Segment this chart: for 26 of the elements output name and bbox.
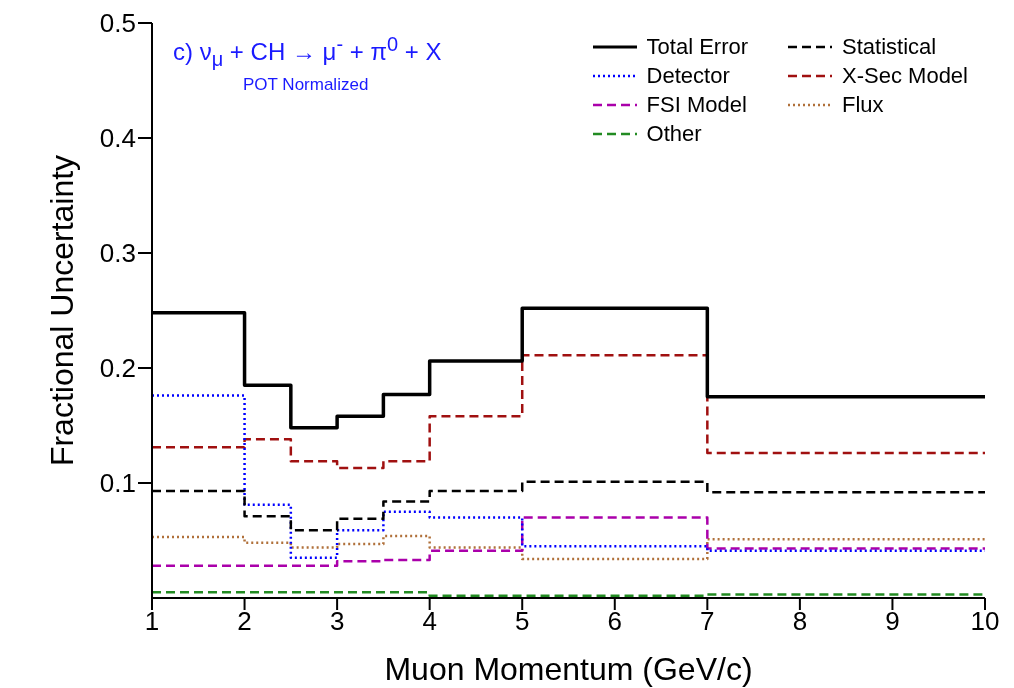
x-tick-label: 1 (144, 606, 160, 637)
legend-label: Other (646, 120, 702, 147)
x-tick-label: 3 (329, 606, 345, 637)
y-tick-label: 0.2 (99, 353, 136, 384)
annotation: POT Normalized (243, 74, 370, 95)
x-tick-label: 7 (700, 606, 715, 637)
x-tick-label: 10 (970, 606, 1000, 637)
legend-label: Detector (646, 62, 730, 89)
legend-label: Total Error (646, 33, 749, 60)
legend-label: Statistical (842, 33, 937, 60)
legend-label: Flux (842, 91, 884, 118)
x-tick-label: 4 (422, 606, 437, 637)
y-tick-label: 0.3 (99, 238, 136, 269)
y-tick-label: 0.4 (99, 123, 136, 154)
legend-label: X-Sec Model (842, 62, 968, 89)
y-tick-label: 0.5 (99, 8, 136, 39)
x-tick-label: 6 (607, 606, 623, 637)
y-axis-title: Fractional Uncertainty (44, 154, 81, 467)
x-tick-label: 2 (237, 606, 252, 637)
x-tick-label: 8 (792, 606, 808, 637)
x-axis-title: Muon Momentum (GeV/c) (384, 651, 753, 687)
y-tick-label: 0.1 (99, 468, 136, 499)
x-tick-label: 5 (514, 606, 530, 637)
x-tick-label: 9 (885, 606, 900, 637)
legend-label: FSI Model (646, 91, 747, 118)
annotation: c) ν$_{μ}$ + CH → μ$^{-}$ + π$^{0}$ + X (173, 33, 442, 71)
